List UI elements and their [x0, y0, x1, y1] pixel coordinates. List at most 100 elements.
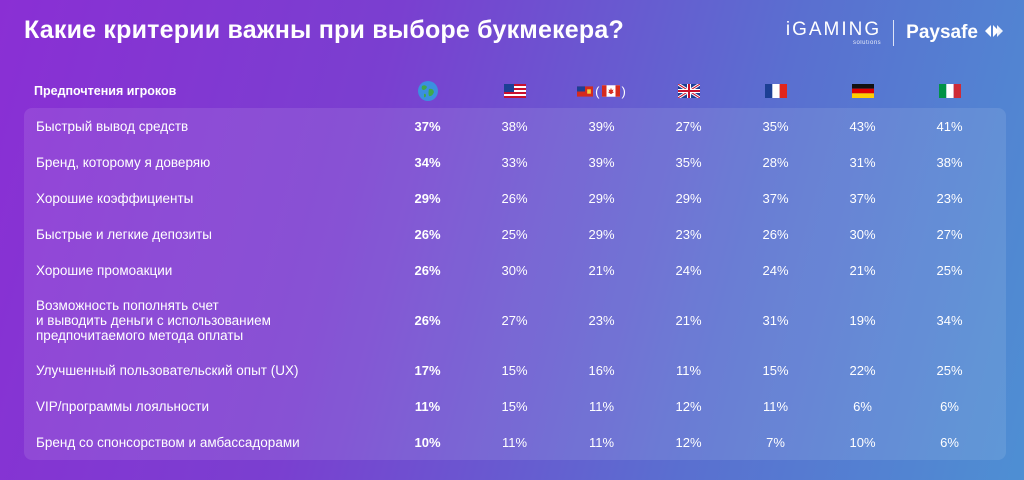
paysafe-logo-text: Paysafe [906, 22, 978, 43]
value-cell: 33% [501, 154, 528, 170]
value-cell: 6% [853, 398, 872, 414]
column-uk [645, 84, 732, 98]
page-title: Какие критерии важны при выборе букмекер… [24, 16, 624, 44]
row-label: Возможность пополнять счет и выводить де… [24, 298, 384, 343]
paren-close: ) [621, 83, 626, 99]
flag-ontario-icon [577, 85, 594, 97]
value-cell: 26% [762, 226, 789, 242]
logo-divider [893, 20, 895, 46]
value-cell: 26% [414, 226, 441, 242]
paren-open: ( [595, 83, 600, 99]
value-cell: 37% [849, 190, 876, 206]
value-cell: 23% [936, 190, 963, 206]
column-france [732, 84, 819, 98]
value-cell: 10% [849, 434, 876, 450]
value-cell: 37% [762, 190, 789, 206]
value-cell: 39% [588, 154, 615, 170]
value-cell: 29% [588, 226, 615, 242]
globe-icon [417, 81, 438, 101]
row-label-line: и выводить деньги с использованием [36, 312, 271, 328]
row-label-line: предпочитаемого метода оплаты [36, 327, 244, 343]
paysafe-chevrons-icon [984, 22, 1004, 44]
value-cell: 19% [849, 312, 876, 328]
value-cell: 29% [675, 190, 702, 206]
value-cell: 16% [588, 362, 615, 378]
value-cell: 22% [849, 362, 876, 378]
value-cell: 24% [762, 262, 789, 278]
column-italy [906, 84, 993, 98]
value-cell: 30% [501, 262, 528, 278]
row-label: Улучшенный пользовательский опыт (UX) [36, 362, 299, 378]
value-cell: 37% [414, 118, 441, 134]
value-cell: 39% [588, 118, 615, 134]
value-cell: 25% [936, 362, 963, 378]
value-cell: 11% [762, 398, 789, 414]
flag-uk-icon [677, 84, 700, 98]
value-cell: 21% [675, 312, 702, 328]
value-cell: 30% [849, 226, 876, 242]
value-cell: 25% [936, 262, 963, 278]
table-row: Хорошие коэффициенты 29% 26% 29% 29% 37%… [24, 180, 1006, 216]
value-cell: 26% [501, 190, 528, 206]
value-cell: 11% [414, 398, 441, 414]
table-row: Хорошие промоакции 26% 30% 21% 24% 24% 2… [24, 252, 1006, 288]
value-cell: 24% [675, 262, 702, 278]
flag-usa-icon [503, 84, 526, 98]
value-cell: 38% [501, 118, 528, 134]
value-cell: 11% [588, 434, 615, 450]
row-label: Бренд со спонсорством и амбассадорами [36, 434, 300, 450]
value-cell: 26% [414, 312, 441, 328]
header-label: Предпочтения игроков [34, 84, 177, 98]
table-row: VIP/программы лояльности 11% 15% 11% 12%… [24, 388, 1006, 424]
table-header-row: Предпочтения игроков ( ) [24, 74, 1006, 108]
flag-canada-icon [601, 85, 620, 97]
value-cell: 34% [936, 312, 963, 328]
igaming-logo: iGAMING solutions [786, 20, 881, 46]
column-ontario-canada: ( ) [558, 84, 645, 99]
row-label-line: Возможность пополнять счет [36, 297, 219, 313]
value-cell: 31% [849, 154, 876, 170]
value-cell: 23% [588, 312, 615, 328]
value-cell: 11% [501, 434, 528, 450]
igaming-logo-subtext: solutions [852, 40, 882, 46]
value-cell: 31% [762, 312, 789, 328]
value-cell: 17% [414, 362, 441, 378]
row-label: Хорошие коэффициенты [36, 190, 194, 206]
column-usa [471, 84, 558, 98]
value-cell: 38% [936, 154, 963, 170]
table-row: Быстрый вывод средств 37% 38% 39% 27% 35… [24, 108, 1006, 144]
value-cell: 7% [766, 434, 785, 450]
value-cell: 35% [675, 154, 702, 170]
value-cell: 41% [936, 118, 963, 134]
value-cell: 11% [675, 362, 702, 378]
value-cell: 10% [414, 434, 441, 450]
value-cell: 29% [588, 190, 615, 206]
value-cell: 25% [501, 226, 528, 242]
value-cell: 15% [762, 362, 789, 378]
value-cell: 12% [675, 434, 702, 450]
value-cell: 21% [849, 262, 876, 278]
table-row: Улучшенный пользовательский опыт (UX) 17… [24, 352, 1006, 388]
value-cell: 43% [849, 118, 876, 134]
value-cell: 6% [940, 398, 959, 414]
value-cell: 21% [588, 262, 615, 278]
row-label: Быстрые и легкие депозиты [36, 226, 212, 242]
value-cell: 23% [675, 226, 702, 242]
table-panel: Быстрый вывод средств 37% 38% 39% 27% 35… [24, 108, 1006, 460]
value-cell: 27% [675, 118, 702, 134]
value-cell: 26% [414, 262, 441, 278]
value-cell: 15% [501, 362, 528, 378]
row-label: Бренд, которому я доверяю [36, 154, 211, 170]
flag-france-icon [764, 84, 787, 98]
row-label: Быстрый вывод средств [36, 118, 189, 134]
logos: iGAMING solutions Paysafe [786, 20, 1004, 46]
table-row: Бренд со спонсорством и амбассадорами 10… [24, 424, 1006, 460]
row-label: VIP/программы лояльности [36, 398, 209, 414]
value-cell: 27% [936, 226, 963, 242]
value-cell: 27% [501, 312, 528, 328]
value-cell: 28% [762, 154, 789, 170]
table-row: Быстрые и легкие депозиты 26% 25% 29% 23… [24, 216, 1006, 252]
value-cell: 11% [588, 398, 615, 414]
row-label: Хорошие промоакции [36, 262, 173, 278]
value-cell: 34% [414, 154, 441, 170]
